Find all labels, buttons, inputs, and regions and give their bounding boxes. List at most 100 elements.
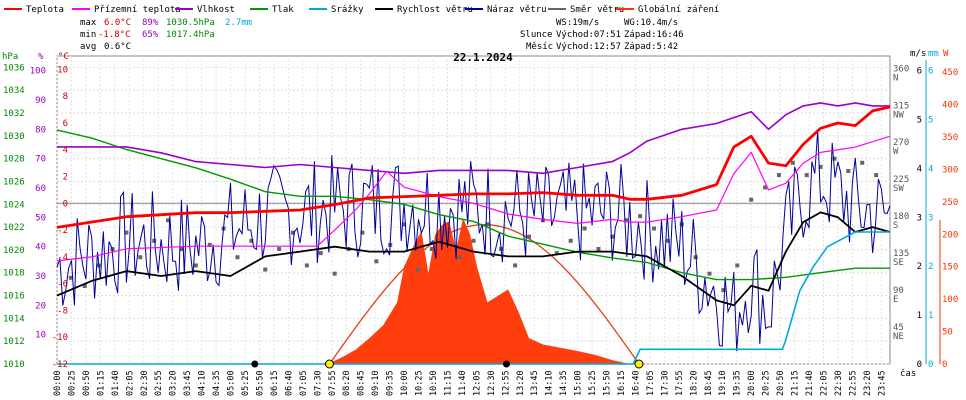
wind-direction-point	[527, 234, 532, 239]
x-tick-label: 05:25	[241, 370, 251, 396]
wind-direction-point	[846, 168, 851, 173]
wind-direction-point	[790, 160, 795, 165]
axis-hpa-tick: 1034	[3, 86, 25, 96]
series-prizemni-teplota	[56, 135, 891, 262]
moon-set: Západ:5:42	[624, 42, 678, 52]
wind-direction-point	[179, 247, 184, 252]
axis-wind-tick: 0	[917, 360, 922, 370]
axis-percent-tick: 30	[35, 272, 46, 282]
axis-direction-label: N	[893, 73, 898, 83]
axis-hpa-tick: 1028	[3, 155, 25, 165]
legend-label: Vlhkost	[197, 5, 235, 15]
axis-rain-tick: 6	[928, 67, 933, 77]
axis-radiation-tick: 0	[942, 360, 947, 370]
wind-direction-point	[860, 160, 865, 165]
axis-celsius-tick: 10	[57, 65, 68, 75]
axis-celsius-tick: 6	[63, 119, 68, 129]
x-tick-label: 03:20	[169, 370, 179, 396]
moon-label: Měsíc	[526, 42, 553, 52]
legend-label: Srážky	[331, 5, 364, 15]
x-tick-label: 07:55	[328, 370, 338, 396]
wind-wg-info: WG:10.4m/s	[624, 18, 678, 28]
x-tick-label: 18:45	[704, 370, 714, 396]
wind-direction-point	[360, 230, 365, 235]
axis-percent-tick: 10	[35, 331, 46, 341]
wind-direction-point	[68, 275, 73, 280]
axis-direction-tick: 270	[893, 138, 909, 148]
x-tick-label: 23:45	[877, 370, 887, 396]
series-teplota	[56, 105, 891, 229]
x-tick-label: 14:10	[545, 370, 555, 396]
x-tick-label: 12:30	[487, 370, 497, 396]
axis-hpa-tick: 1018	[3, 269, 25, 279]
axis-rain-tick: 5	[928, 116, 933, 126]
axis-hpa-tick: 1032	[3, 109, 25, 119]
x-tick-label: 04:10	[198, 370, 208, 396]
x-tick-label: 16:40	[631, 370, 641, 396]
wind-direction-point	[874, 173, 879, 178]
axis-percent-tick: 100	[30, 67, 46, 77]
x-tick-label: 10:00	[400, 370, 410, 396]
wind-direction-point	[457, 255, 462, 260]
moon-rise: Východ:12:57	[556, 42, 621, 52]
axis-hpa-tick: 1016	[3, 292, 25, 302]
x-tick-label: 23:20	[863, 370, 873, 396]
axis-radiation-tick: 150	[942, 263, 958, 273]
wind-direction-point	[249, 238, 254, 243]
wind-direction-point	[693, 255, 698, 260]
wind-direction-point	[735, 263, 740, 268]
axis-hpa-tick: 1010	[3, 360, 25, 370]
axis-percent-tick: 20	[35, 301, 46, 311]
axis-celsius-unit: °C	[58, 52, 69, 62]
axis-celsius-tick: -8	[57, 306, 68, 316]
wind-direction-point	[679, 222, 684, 227]
wind-direction-point	[776, 173, 781, 178]
x-tick-label: 20:50	[776, 370, 786, 396]
x-tick-label: 18:20	[689, 370, 699, 396]
axis-percent-tick: 80	[35, 125, 46, 135]
x-tick-label: 05:50	[255, 370, 265, 396]
axis-celsius-tick: -10	[52, 333, 68, 343]
axis-rain-tick: 0	[928, 360, 933, 370]
axis-celsius-tick: -12	[52, 360, 68, 370]
x-tick-label: 13:45	[530, 370, 540, 396]
wind-direction-point	[471, 238, 476, 243]
x-tick-label: 00:50	[82, 370, 92, 396]
wind-direction-point	[374, 259, 379, 264]
x-tick-label: 06:15	[270, 370, 280, 396]
x-tick-label: 11:15	[443, 370, 453, 396]
wind-direction-point	[415, 267, 420, 272]
axis-wind-tick: 2	[917, 262, 922, 272]
axis-hpa-tick: 1020	[3, 246, 25, 256]
legend-label: Teplota	[26, 5, 64, 15]
wind-direction-point	[513, 263, 518, 268]
series-tlak	[56, 129, 890, 281]
x-tick-label: 04:35	[212, 370, 222, 396]
axis-celsius-tick: -2	[57, 226, 68, 236]
stats-max-temp: 6.0°C	[104, 18, 131, 28]
x-tick-label: 20:25	[762, 370, 772, 396]
axis-hpa-tick: 1036	[3, 63, 25, 73]
axis-percent-unit: %	[38, 52, 44, 62]
wind-direction-point	[263, 267, 268, 272]
wind-direction-point	[832, 156, 837, 161]
stats-min-hum: 65%	[142, 30, 159, 40]
axis-direction-tick: 90	[893, 286, 904, 296]
wind-direction-point	[82, 283, 87, 288]
wind-direction-point	[818, 164, 823, 169]
axis-wind-tick: 4	[917, 164, 922, 174]
x-tick-label: 07:30	[313, 370, 323, 396]
wind-direction-point	[554, 251, 559, 256]
axis-radiation-tick: 250	[942, 198, 958, 208]
x-tick-label: 10:25	[415, 370, 425, 396]
axis-direction-label: NW	[893, 110, 904, 120]
legend-label: Rychlost větru	[397, 5, 473, 15]
axis-radiation-tick: 100	[942, 295, 958, 305]
x-tick-label: 07:05	[299, 370, 309, 396]
x-tick-label: 21:15	[791, 370, 801, 396]
x-tick-label: 22:55	[848, 370, 858, 396]
wind-direction-point	[582, 226, 587, 231]
axis-rain-tick: 4	[928, 164, 933, 174]
x-tick-label: 12:55	[501, 370, 511, 396]
